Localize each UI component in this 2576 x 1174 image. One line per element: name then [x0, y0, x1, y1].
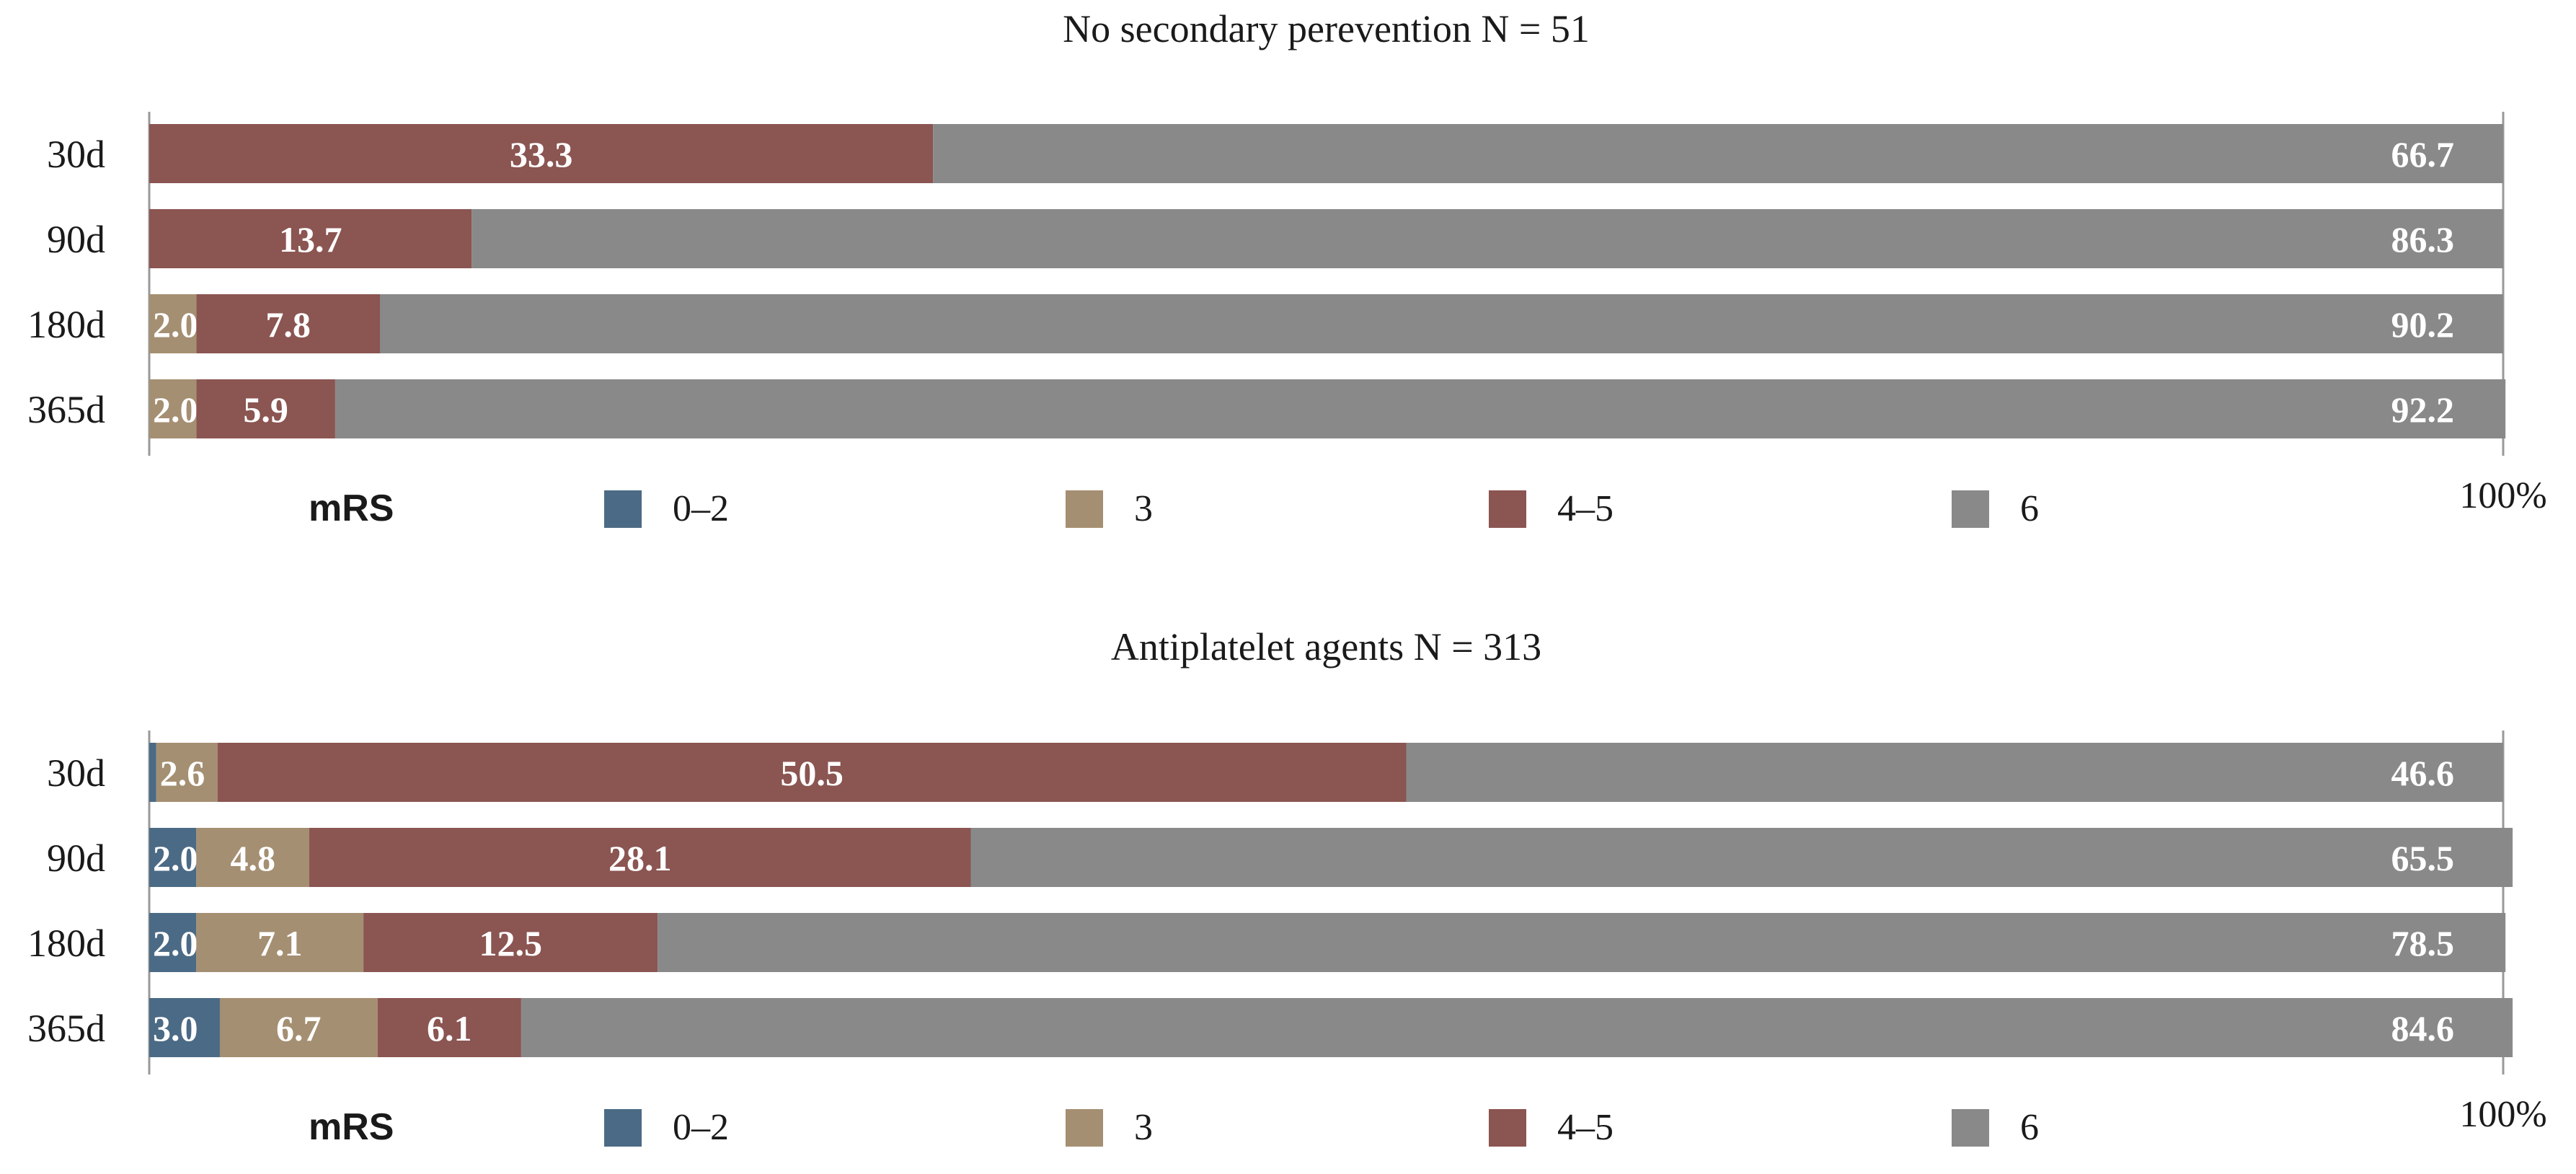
- data-label: 92.2: [2391, 389, 2455, 430]
- data-label: 2.6: [160, 753, 205, 793]
- bar-segment: [309, 828, 971, 887]
- data-label: 6.1: [427, 1008, 472, 1049]
- data-label: 2.0: [153, 304, 198, 345]
- category-label-180d: 180d: [27, 922, 105, 965]
- bar-segment: [196, 379, 335, 438]
- data-label: 4.8: [230, 838, 275, 878]
- category-label-90d: 90d: [47, 837, 105, 880]
- bar-segment: [149, 124, 934, 183]
- legend-label-1: 0–2: [673, 1107, 729, 1148]
- bar-segment: [380, 294, 2503, 353]
- legend-label-4: 6: [2020, 1107, 2039, 1148]
- category-label-365d: 365d: [27, 388, 105, 431]
- bar-segment: [149, 913, 197, 972]
- category-label-30d: 30d: [47, 133, 105, 176]
- legend-swatch-2: [1066, 1109, 1103, 1147]
- category-label-365d: 365d: [27, 1007, 105, 1050]
- bar-segment: [149, 379, 197, 438]
- bar-segment: [149, 998, 220, 1057]
- bar-segment: [149, 828, 197, 887]
- data-label: 2.0: [153, 838, 198, 878]
- bar-segment: [149, 743, 156, 802]
- data-label: 28.1: [608, 838, 672, 878]
- bar-segment: [196, 913, 364, 972]
- bar-segment: [156, 743, 218, 802]
- data-label: 66.7: [2391, 134, 2455, 175]
- legend-title: mRS: [309, 487, 394, 529]
- category-label-180d: 180d: [27, 303, 105, 346]
- data-label: 12.5: [479, 923, 542, 963]
- legend-label-3: 4–5: [1557, 1107, 1614, 1148]
- bar-segment: [196, 828, 309, 887]
- data-label: 86.3: [2391, 219, 2455, 260]
- chart-title: Antiplatelet agents N = 313: [1111, 625, 1541, 668]
- legend-swatch-2: [1066, 490, 1103, 528]
- data-label: 2.0: [153, 389, 198, 430]
- legend-label-2: 3: [1134, 488, 1153, 529]
- bar-segment: [217, 743, 1407, 802]
- bar-segment: [149, 294, 197, 353]
- legend-label-2: 3: [1134, 1107, 1153, 1148]
- bar-segment: [472, 209, 2503, 268]
- legend-swatch-4: [1952, 1109, 1989, 1147]
- data-label: 7.8: [265, 304, 311, 345]
- legend-swatch-1: [604, 490, 642, 528]
- bar-segment: [1406, 743, 2503, 802]
- chart-title: No secondary perevention N = 51: [1063, 7, 1590, 50]
- bar-segment: [219, 998, 378, 1057]
- legend-title: mRS: [309, 1106, 394, 1148]
- bar-segment: [335, 379, 2506, 438]
- bar-segment: [658, 913, 2506, 972]
- data-label: 78.5: [2391, 923, 2455, 963]
- x-end-label: 100%: [2459, 1094, 2546, 1135]
- data-label: 6.7: [276, 1008, 322, 1049]
- data-label: 50.5: [780, 753, 844, 793]
- data-label: 33.3: [510, 134, 573, 175]
- data-label: 65.5: [2391, 838, 2455, 878]
- legend-label-1: 0–2: [673, 488, 729, 529]
- bar-segment: [149, 209, 472, 268]
- legend-swatch-1: [604, 1109, 642, 1147]
- data-label: 13.7: [279, 219, 342, 260]
- data-label: 5.9: [243, 389, 288, 430]
- bar-segment: [933, 124, 2503, 183]
- data-label: 7.1: [257, 923, 303, 963]
- bar-segment: [363, 913, 658, 972]
- category-label-90d: 90d: [47, 218, 105, 261]
- bar-segment: [196, 294, 380, 353]
- bar-segment: [377, 998, 521, 1057]
- data-label: 3.0: [153, 1008, 198, 1049]
- legend-label-3: 4–5: [1557, 488, 1614, 529]
- legend-swatch-3: [1489, 490, 1526, 528]
- data-label: 90.2: [2391, 304, 2455, 345]
- legend-label-4: 6: [2020, 488, 2039, 529]
- data-label: 84.6: [2391, 1008, 2455, 1049]
- x-end-label: 100%: [2459, 475, 2546, 516]
- chart-panel-2: Antiplatelet agents N = 313 30d 2.6 50.5 46.…: [27, 625, 2547, 1148]
- data-label: 46.6: [2391, 753, 2455, 793]
- data-label: 2.0: [153, 923, 198, 963]
- legend-swatch-3: [1489, 1109, 1526, 1147]
- category-label-30d: 30d: [47, 751, 105, 795]
- bar-segment: [970, 828, 2513, 887]
- legend-swatch-4: [1952, 490, 1989, 528]
- bar-segment: [521, 998, 2513, 1057]
